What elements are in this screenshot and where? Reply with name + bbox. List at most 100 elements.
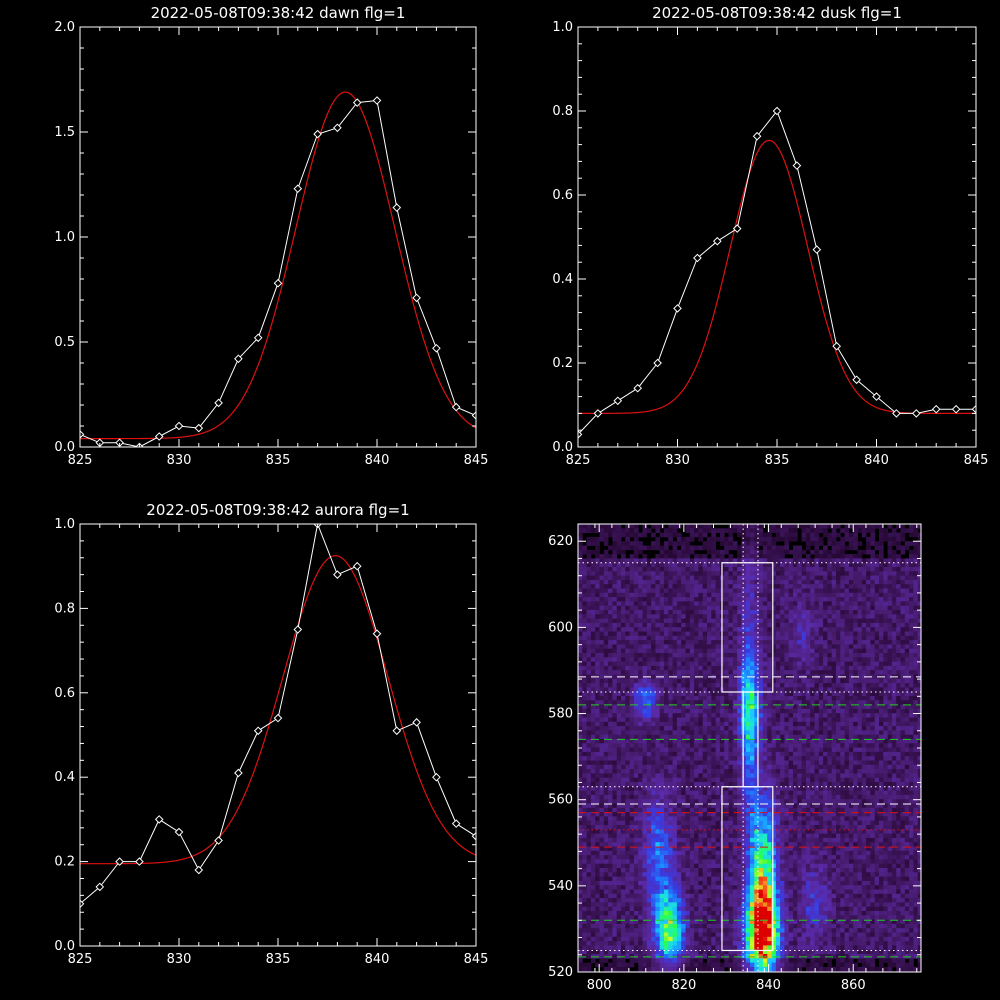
- heatmap-pixel: [578, 558, 583, 564]
- heatmap-pixel: [638, 592, 643, 598]
- heatmap-pixel: [917, 678, 921, 684]
- heatmap-pixel: [621, 777, 626, 783]
- heatmap-pixel: [788, 751, 794, 757]
- heatmap-pixel: [853, 622, 858, 628]
- heatmap-pixel: [732, 545, 738, 551]
- heatmap-pixel: [633, 670, 639, 675]
- heatmap-pixel: [870, 670, 876, 675]
- heatmap-pixel: [685, 678, 691, 684]
- heatmap-pixel: [621, 532, 626, 538]
- heatmap-pixel: [664, 601, 669, 607]
- heatmap-pixel: [681, 721, 686, 727]
- heatmap-pixel: [711, 592, 716, 598]
- heatmap-pixel: [625, 760, 630, 766]
- heatmap-pixel: [685, 640, 691, 645]
- heatmap-pixel: [758, 769, 764, 774]
- heatmap-pixel: [590, 691, 596, 697]
- heatmap-pixel: [659, 739, 665, 744]
- heatmap-pixel: [578, 541, 583, 546]
- heatmap-pixel: [590, 610, 596, 615]
- heatmap-pixel: [586, 597, 592, 602]
- heatmap-pixel: [861, 678, 867, 684]
- heatmap-pixel: [775, 567, 781, 572]
- heatmap-pixel: [681, 717, 686, 723]
- heatmap-pixel: [909, 571, 914, 576]
- heatmap-pixel: [741, 545, 747, 551]
- heatmap-pixel: [586, 747, 592, 753]
- heatmap-pixel: [857, 760, 863, 766]
- heatmap-pixel: [793, 644, 798, 650]
- heatmap-pixel: [659, 571, 665, 576]
- heatmap-pixel: [780, 687, 785, 693]
- heatmap-pixel: [741, 721, 747, 727]
- heatmap-pixel: [737, 678, 742, 684]
- heatmap-pixel: [689, 545, 695, 551]
- heatmap-pixel: [793, 648, 798, 654]
- heatmap-pixel: [879, 644, 884, 650]
- heatmap-pixel: [891, 696, 897, 701]
- heatmap-pixel: [904, 700, 910, 705]
- heatmap-pixel: [707, 536, 712, 542]
- heatmap-pixel: [638, 605, 643, 611]
- heatmap-pixel: [732, 747, 738, 753]
- heatmap-pixel: [651, 601, 656, 607]
- heatmap-pixel: [732, 597, 738, 602]
- heatmap-pixel: [603, 691, 609, 697]
- heatmap-pixel: [788, 661, 794, 667]
- heatmap-pixel: [891, 739, 897, 744]
- heatmap-pixel: [578, 622, 583, 628]
- heatmap-pixel: [870, 584, 876, 589]
- heatmap-pixel: [707, 584, 712, 589]
- heatmap-pixel: [741, 747, 747, 753]
- heatmap-pixel: [750, 769, 755, 774]
- heatmap-pixel: [861, 648, 867, 654]
- heatmap-pixel: [633, 614, 639, 619]
- heatmap-pixel: [801, 760, 807, 766]
- heatmap-pixel: [879, 631, 884, 637]
- heatmap-pixel: [724, 730, 729, 736]
- heatmap-pixel: [917, 700, 921, 705]
- heatmap-pixel: [896, 769, 901, 774]
- heatmap-pixel: [848, 618, 854, 624]
- heatmap-pixel: [603, 653, 609, 658]
- heatmap-pixel: [810, 541, 815, 546]
- heatmap-pixel: [676, 670, 682, 675]
- heatmap-pixel: [629, 640, 635, 645]
- heatmap-pixel: [646, 696, 652, 701]
- heatmap-pixel: [599, 721, 605, 727]
- heatmap-pixel: [793, 708, 798, 714]
- heatmap-pixel: [586, 674, 592, 680]
- heatmap-pixel: [578, 627, 583, 632]
- heatmap-pixel: [917, 524, 921, 529]
- heatmap-pixel: [655, 618, 661, 624]
- x-tick-label: 825: [566, 453, 591, 468]
- heatmap-pixel: [629, 528, 635, 533]
- heatmap-pixel: [848, 769, 854, 774]
- heatmap-pixel: [767, 524, 772, 529]
- heatmap-pixel: [681, 575, 686, 581]
- heatmap-pixel: [732, 670, 738, 675]
- heatmap-pixel: [775, 760, 781, 766]
- heatmap-pixel: [745, 717, 751, 723]
- heatmap-pixel: [823, 678, 828, 684]
- data-point-marker: [832, 341, 842, 351]
- heatmap-pixel: [582, 635, 587, 641]
- heatmap-pixel: [805, 554, 811, 559]
- heatmap-pixel: [698, 567, 704, 572]
- heatmap-pixel: [840, 640, 845, 645]
- heatmap-pixel: [707, 743, 712, 748]
- heatmap-pixel: [818, 592, 824, 598]
- heatmap-pixel: [590, 661, 596, 667]
- heatmap-pixel: [651, 674, 656, 680]
- heatmap-pixel: [840, 635, 845, 641]
- heatmap-pixel: [655, 584, 661, 589]
- heatmap-pixel: [745, 524, 751, 529]
- heatmap-pixel: [797, 657, 802, 662]
- heatmap-pixel: [638, 717, 643, 723]
- heatmap-pixel: [887, 532, 893, 538]
- heatmap-pixel: [664, 734, 669, 740]
- heatmap-pixel: [904, 743, 910, 748]
- heatmap-pixel: [737, 558, 742, 564]
- heatmap-pixel: [861, 661, 867, 667]
- heatmap-pixel: [801, 751, 807, 757]
